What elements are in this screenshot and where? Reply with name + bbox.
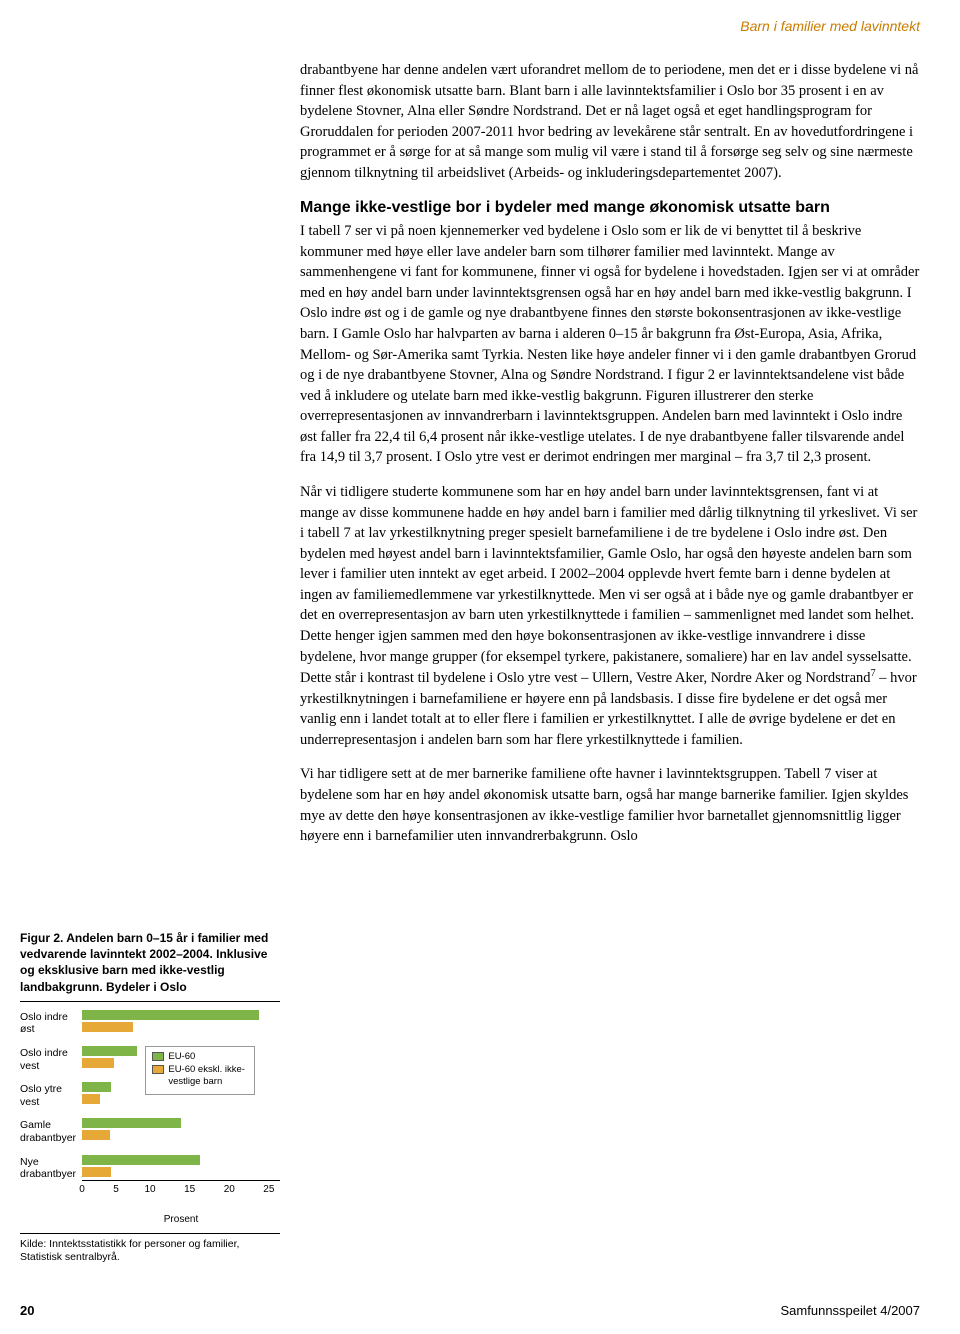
legend-swatch-ekskl [152, 1065, 164, 1074]
chart-legend: EU-60 EU-60 ekskl. ikke-vestlige barn [145, 1046, 255, 1095]
page-number: 20 [20, 1303, 34, 1318]
category-label: Oslo ytre vest [20, 1082, 82, 1108]
x-axis-ticks: 0510152025 [82, 1184, 280, 1195]
bar-eu60 [82, 1082, 111, 1092]
legend-swatch-eu60 [152, 1052, 164, 1061]
paragraph-2: I tabell 7 ser vi på noen kjennemerker v… [300, 221, 920, 468]
bar-ekskl [82, 1167, 111, 1177]
bar-eu60 [82, 1010, 259, 1020]
running-header: Barn i familier med lavinntekt [740, 18, 920, 34]
chart-row: Gamle drabantbyer [20, 1118, 280, 1144]
category-label: Oslo indre vest [20, 1046, 82, 1072]
bar-ekskl [82, 1094, 100, 1104]
category-label: Oslo indre øst [20, 1010, 82, 1036]
bar-ekskl [82, 1022, 133, 1032]
bar-chart: Oslo indre øst Oslo indre vest Oslo ytre v… [20, 1010, 280, 1200]
bar-ekskl [82, 1058, 114, 1068]
bar-eu60 [82, 1046, 137, 1056]
paragraph-4: Vi har tidligere sett at de mer barnerik… [300, 764, 920, 846]
category-label: Gamle drabantbyer [20, 1118, 82, 1144]
figure-2: Figur 2. Andelen barn 0–15 år i familier… [20, 930, 280, 1265]
figure-title: Figur 2. Andelen barn 0–15 år i familier… [20, 930, 280, 1002]
publication-name: Samfunnsspeilet 4/2007 [781, 1303, 920, 1318]
legend-label-ekskl: EU-60 ekskl. ikke-vestlige barn [168, 1064, 248, 1089]
section-heading: Mange ikke-vestlige bor i bydeler med ma… [300, 197, 920, 219]
legend-label-eu60: EU-60 [168, 1051, 195, 1063]
chart-row: Oslo indre øst [20, 1010, 280, 1036]
x-axis-label: Prosent [20, 1214, 280, 1225]
chart-row: Nye drabantbyer [20, 1155, 280, 1181]
paragraph-3: Når vi tidligere studerte kommunene som … [300, 482, 920, 750]
bar-eu60 [82, 1155, 200, 1165]
figure-source: Kilde: Inntektsstatistikk for personer o… [20, 1233, 280, 1265]
category-label: Nye drabantbyer [20, 1155, 82, 1181]
page-footer: 20 Samfunnsspeilet 4/2007 [20, 1303, 920, 1318]
bar-ekskl [82, 1130, 110, 1140]
paragraph-1: drabantbyene har denne andelen vært ufor… [300, 60, 920, 183]
bar-eu60 [82, 1118, 181, 1128]
